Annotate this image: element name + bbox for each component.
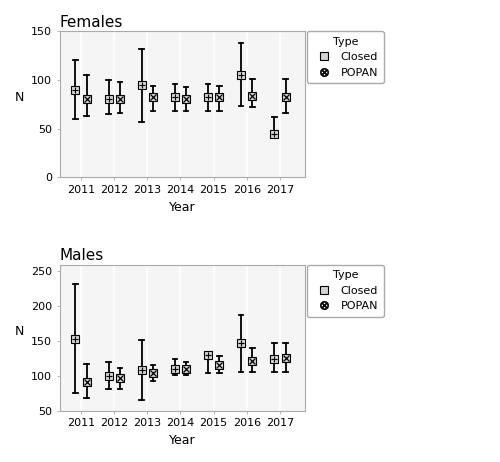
Text: Males: Males	[60, 249, 104, 263]
X-axis label: Year: Year	[169, 201, 196, 213]
Legend: Closed, POPAN: Closed, POPAN	[307, 265, 384, 317]
Y-axis label: N: N	[15, 91, 24, 104]
Legend: Closed, POPAN: Closed, POPAN	[307, 31, 384, 83]
Text: Females: Females	[60, 15, 123, 30]
X-axis label: Year: Year	[169, 434, 196, 447]
Y-axis label: N: N	[15, 325, 24, 338]
